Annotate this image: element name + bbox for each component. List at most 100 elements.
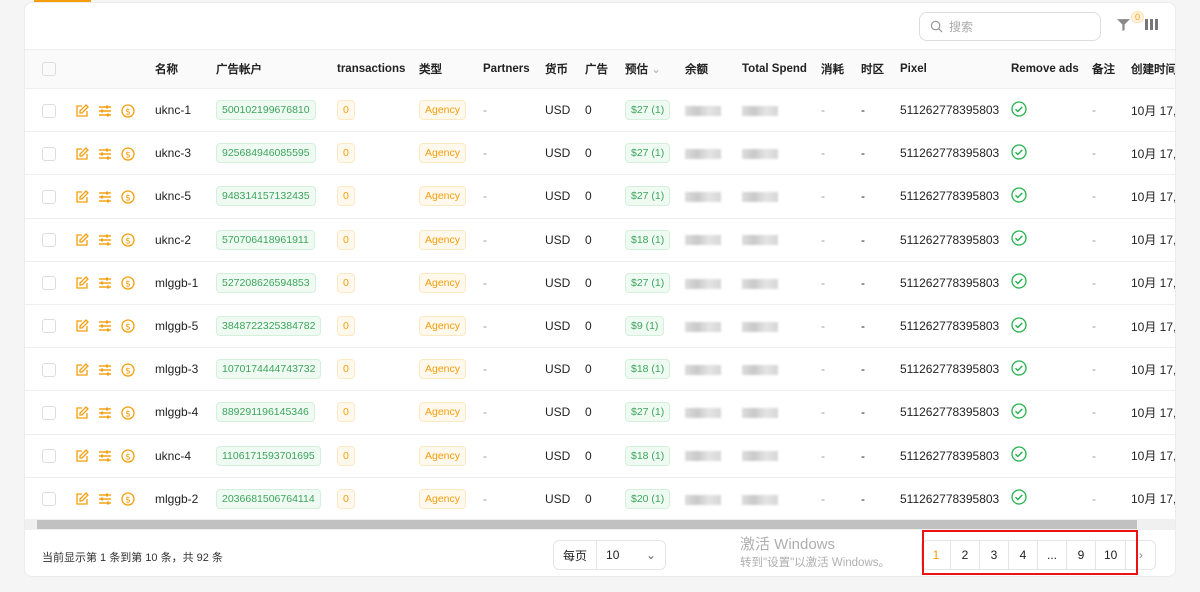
page-button[interactable]: 10 [1096,541,1127,569]
table-row[interactable]: $ uknc-5 948314157132435 0 Agency - USD 0 $27 (1… [25,174,1175,219]
edit-icon[interactable] [75,449,89,463]
edit-icon[interactable] [75,103,89,118]
column-header[interactable]: Pixel [890,49,1001,89]
sort-chevron-icon[interactable]: ⌄ [651,64,661,76]
edit-icon[interactable] [75,405,89,420]
account-tag[interactable]: 570706418961911 [216,229,315,250]
page-button[interactable]: 3 [980,541,1009,569]
dollar-icon[interactable]: $ [121,406,135,420]
dollar-icon[interactable]: $ [121,190,135,204]
dollar-icon[interactable]: $ [121,492,135,506]
edit-icon[interactable] [75,362,89,377]
filter-icon[interactable] [1117,18,1130,31]
row-select[interactable] [25,261,65,305]
search-input[interactable]: 搜索 [919,12,1101,41]
column-header[interactable]: Partners [473,49,535,89]
select-all[interactable] [25,49,65,89]
column-header[interactable]: Remove ads [1001,49,1082,89]
dollar-icon[interactable]: $ [121,319,135,334]
table-row[interactable]: $ uknc-4 1106171593701695 0 Agency - USD 0 $18 (… [25,434,1175,478]
account-tag[interactable]: 925684946085595 [216,143,316,164]
row-checkbox[interactable] [42,276,56,291]
dollar-icon[interactable]: $ [121,362,135,377]
page-button[interactable]: 1 [922,541,951,569]
column-header[interactable]: 备注 [1082,49,1121,89]
column-header[interactable]: 创建时间 [1121,49,1175,89]
column-header[interactable]: 预估 ⌄ [615,49,675,89]
dollar-icon[interactable]: $ [121,449,135,463]
account-tag[interactable]: 948314157132435 [216,186,316,207]
column-header[interactable]: transactions [327,49,409,89]
page-button[interactable]: 9 [1067,541,1096,569]
edit-icon[interactable] [75,146,89,161]
column-header[interactable]: 名称 [145,49,206,89]
page-button[interactable]: 2 [951,541,980,569]
horizontal-scrollbar[interactable] [25,519,1175,530]
column-header[interactable]: Total Spend [732,49,811,89]
settings-sliders-icon[interactable] [98,233,112,247]
row-checkbox[interactable] [42,189,56,204]
row-select[interactable] [25,304,65,349]
row-select[interactable] [25,390,65,435]
settings-sliders-icon[interactable] [98,190,112,204]
column-header[interactable]: 消耗 [811,49,851,89]
edit-icon[interactable] [75,276,89,290]
page-button[interactable]: 4 [1009,541,1038,569]
row-checkbox[interactable] [42,146,56,161]
row-checkbox[interactable] [42,362,56,377]
column-header[interactable]: 广告 [575,49,615,89]
settings-sliders-icon[interactable] [98,449,112,463]
column-header[interactable]: 余额 [675,49,732,89]
dollar-icon[interactable]: $ [121,276,135,290]
table-row[interactable]: $ uknc-3 925684946085595 0 Agency - USD 0 $27 (1… [25,131,1175,176]
settings-sliders-icon[interactable] [98,319,112,333]
account-tag[interactable]: 1106171593701695 [216,445,321,466]
table-row[interactable]: $ uknc-2 570706418961911 0 Agency - USD 0 $18 (1… [25,218,1175,262]
next-page-icon[interactable]: › [1138,548,1143,562]
row-checkbox[interactable] [42,492,56,507]
edit-icon[interactable] [75,189,89,204]
edit-icon[interactable] [75,233,89,247]
table-row[interactable]: $ mlggb-2 2036681506764114 0 Agency - USD 0 $20 … [25,477,1175,521]
table-row[interactable]: $ mlggb-4 889291196145346 0 Agency - USD 0 $27 (… [25,390,1175,435]
settings-sliders-icon[interactable] [98,406,112,420]
scrollbar-thumb[interactable] [37,520,1137,529]
settings-sliders-icon[interactable] [98,147,112,161]
column-header[interactable]: 时区 [851,49,890,89]
dollar-icon[interactable]: $ [121,233,135,247]
account-tag[interactable]: 500102199676810 [216,100,316,121]
row-select[interactable] [25,131,65,176]
row-checkbox[interactable] [42,233,56,248]
dollar-icon[interactable]: $ [121,103,135,118]
row-select[interactable] [25,477,65,521]
row-select[interactable] [25,434,65,478]
row-select[interactable] [25,88,65,133]
row-select[interactable] [25,174,65,219]
settings-sliders-icon[interactable] [98,363,112,377]
page-size-value[interactable]: 10 [606,548,620,562]
edit-icon[interactable] [75,492,89,506]
table-row[interactable]: $ mlggb-3 1070174444743732 0 Agency - USD 0 $18 … [25,347,1175,392]
settings-sliders-icon[interactable] [98,492,112,506]
account-tag[interactable]: 1070174444743732 [216,359,322,380]
column-header[interactable]: 货币 [535,49,575,89]
row-checkbox[interactable] [42,449,56,463]
account-tag[interactable]: 527208626594853 [216,272,316,293]
row-checkbox[interactable] [42,405,56,420]
account-tag[interactable]: 889291196145346 [216,402,315,423]
column-header[interactable]: 广告帐户 [206,49,327,89]
edit-icon[interactable] [75,319,89,333]
page-size-select[interactable]: 每页 10 ⌄ [553,540,667,570]
account-tag[interactable]: 3848722325384782 [216,316,322,337]
table-row[interactable]: $ mlggb-5 3848722325384782 0 Agency - USD 0 $9 (… [25,304,1175,349]
column-header[interactable]: 类型 [409,49,473,89]
columns-icon[interactable] [1145,19,1158,30]
dollar-icon[interactable]: $ [121,147,135,161]
row-checkbox[interactable] [42,319,56,334]
settings-sliders-icon[interactable] [98,104,112,118]
table-row[interactable]: $ uknc-1 500102199676810 0 Agency - USD 0 $27 (1… [25,88,1175,133]
row-checkbox[interactable] [42,103,56,118]
row-select[interactable] [25,347,65,392]
settings-sliders-icon[interactable] [98,276,112,290]
select-all-checkbox[interactable] [42,62,56,76]
